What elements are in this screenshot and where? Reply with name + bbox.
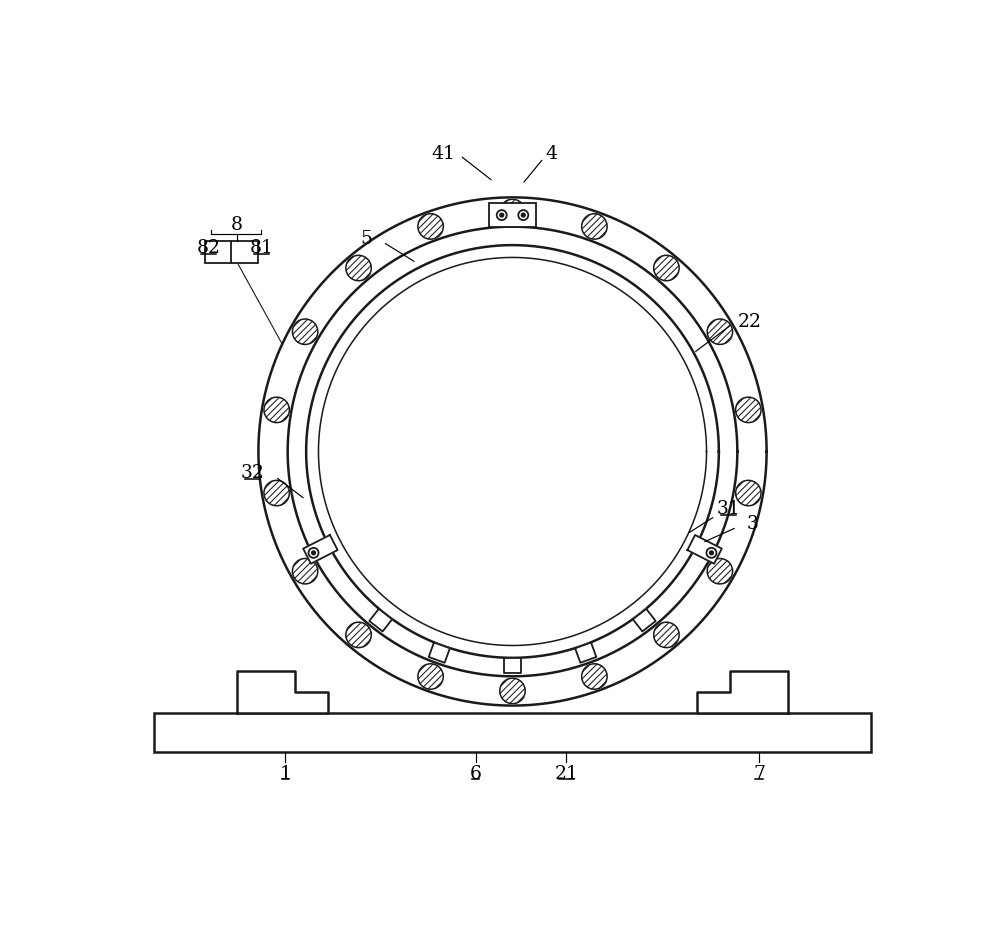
Polygon shape [504,658,521,674]
Circle shape [418,214,443,240]
Circle shape [292,320,318,345]
Circle shape [500,214,504,218]
Text: 5: 5 [360,230,372,248]
Circle shape [654,256,679,282]
Circle shape [736,398,761,423]
FancyBboxPatch shape [489,204,536,228]
Text: 22: 22 [738,312,762,330]
Text: 3: 3 [747,514,759,532]
Text: 4: 4 [545,146,557,163]
Text: 6: 6 [470,764,481,781]
Circle shape [264,398,289,423]
Circle shape [346,256,371,282]
Text: 32: 32 [240,464,264,482]
Polygon shape [369,609,392,632]
Text: 8: 8 [231,216,243,234]
Polygon shape [633,609,656,632]
Circle shape [710,552,713,555]
Text: 82: 82 [196,239,220,257]
Polygon shape [303,536,338,565]
Circle shape [418,664,443,690]
Text: 41: 41 [431,146,455,163]
Circle shape [582,664,607,690]
Circle shape [707,559,733,584]
Polygon shape [687,536,722,565]
Text: 21: 21 [554,764,578,781]
Circle shape [500,200,525,225]
Polygon shape [237,671,328,714]
Polygon shape [575,642,596,663]
Polygon shape [697,671,788,714]
FancyBboxPatch shape [205,242,258,263]
Circle shape [346,623,371,648]
Circle shape [582,214,607,240]
Text: 31: 31 [716,499,740,517]
Circle shape [654,623,679,648]
Text: 1: 1 [279,764,291,781]
Circle shape [736,481,761,506]
Circle shape [264,481,289,506]
Circle shape [500,679,525,704]
Circle shape [707,320,733,345]
Text: 7: 7 [753,764,765,781]
Polygon shape [429,642,450,663]
Circle shape [521,214,525,218]
FancyBboxPatch shape [154,714,871,752]
Circle shape [312,552,315,555]
Circle shape [292,559,318,584]
Text: 81: 81 [250,239,273,257]
